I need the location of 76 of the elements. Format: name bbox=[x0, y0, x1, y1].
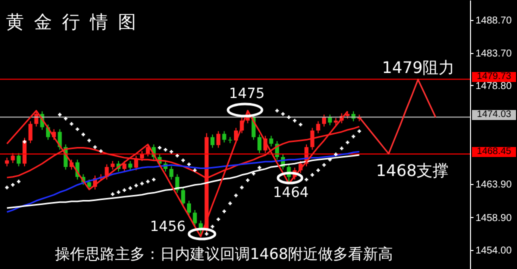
point bbox=[287, 116, 291, 120]
candlestick bbox=[16, 152, 21, 167]
candlestick bbox=[186, 200, 191, 216]
candlestick bbox=[169, 166, 174, 180]
point bbox=[275, 108, 279, 112]
ref-line-label: 1468.45 bbox=[472, 146, 516, 158]
y-tick-label: 1454.00 bbox=[476, 245, 512, 256]
point bbox=[122, 188, 126, 192]
point bbox=[298, 122, 302, 126]
point bbox=[310, 173, 314, 177]
candlestick bbox=[328, 114, 332, 126]
point bbox=[322, 163, 326, 167]
y-tick-label: 1483.70 bbox=[476, 48, 512, 60]
point bbox=[304, 178, 308, 182]
point bbox=[146, 180, 150, 184]
candlestick bbox=[192, 210, 197, 226]
point bbox=[70, 122, 74, 126]
annotation: 1468支撑 bbox=[376, 161, 449, 182]
point bbox=[110, 192, 114, 196]
y-tick-label: 1463.90 bbox=[476, 180, 512, 191]
point bbox=[316, 168, 320, 172]
candlestick bbox=[181, 187, 186, 207]
point bbox=[292, 118, 296, 122]
y-tick-label: 1488.70 bbox=[476, 15, 512, 26]
point bbox=[170, 150, 174, 154]
annotation: 操作思路主多：日内建议回调1468附近做多看新高 bbox=[55, 245, 394, 264]
point bbox=[87, 138, 91, 142]
ref-line-label: 1474.03 bbox=[472, 109, 516, 120]
point bbox=[16, 180, 20, 184]
point bbox=[58, 112, 62, 116]
point bbox=[22, 140, 26, 144]
point bbox=[204, 232, 208, 236]
point bbox=[222, 210, 226, 214]
point bbox=[340, 146, 344, 150]
candlestick bbox=[269, 135, 274, 147]
point bbox=[176, 154, 179, 158]
y-tick-label: 1478.80 bbox=[476, 80, 512, 92]
point bbox=[76, 127, 80, 131]
point bbox=[64, 116, 68, 120]
candlestick bbox=[22, 137, 27, 167]
point bbox=[210, 224, 214, 228]
text: 黄金行情图 bbox=[6, 11, 146, 34]
candlestick bbox=[210, 134, 214, 148]
annotation: 1479阻力 bbox=[382, 58, 455, 79]
annotation: 1475 bbox=[229, 86, 265, 102]
point bbox=[258, 166, 262, 170]
point bbox=[11, 183, 15, 187]
point bbox=[246, 178, 250, 182]
point bbox=[158, 146, 162, 150]
annotation: 1456 bbox=[150, 219, 186, 235]
point bbox=[181, 158, 185, 162]
y-tick-label: 1458.90 bbox=[476, 212, 512, 224]
candlestick bbox=[28, 120, 32, 144]
candlestick bbox=[222, 130, 226, 143]
point bbox=[193, 168, 197, 172]
candlestick bbox=[87, 179, 92, 190]
candlestick bbox=[257, 134, 262, 154]
line-series bbox=[358, 78, 436, 154]
point bbox=[93, 145, 97, 149]
candlestick bbox=[128, 160, 132, 171]
point bbox=[358, 129, 362, 133]
point bbox=[216, 218, 220, 222]
point bbox=[252, 172, 256, 176]
ref-line-label: 1479.73 bbox=[472, 71, 516, 82]
annotation: 1464 bbox=[273, 185, 309, 201]
point bbox=[152, 178, 156, 182]
point bbox=[228, 202, 232, 206]
point bbox=[128, 186, 132, 190]
candlestick bbox=[146, 144, 150, 157]
candlestick bbox=[322, 114, 326, 128]
point bbox=[99, 149, 103, 153]
candlestick bbox=[10, 152, 15, 164]
candlestick bbox=[316, 120, 320, 134]
candlestick bbox=[122, 160, 126, 172]
candlestick bbox=[216, 130, 220, 148]
point bbox=[334, 152, 338, 156]
